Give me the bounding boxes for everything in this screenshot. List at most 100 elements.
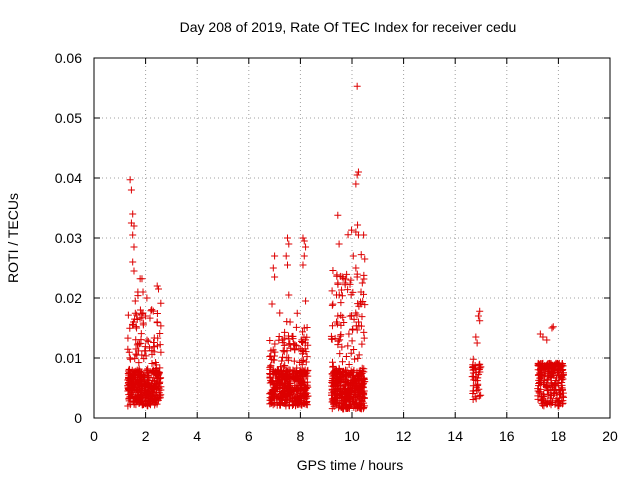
y-tick-label: 0.05 (55, 110, 82, 126)
data-point (287, 344, 295, 352)
data-point (336, 272, 344, 280)
data-point (547, 374, 555, 382)
data-point (350, 315, 358, 323)
chart-title: Day 208 of 2019, Rate Of TEC Index for r… (180, 19, 517, 35)
data-point (282, 374, 290, 382)
data-point (271, 368, 279, 376)
data-point (471, 393, 479, 401)
data-point (346, 370, 354, 378)
data-point-peak (334, 211, 342, 219)
data-point (144, 337, 152, 345)
data-point (344, 286, 352, 294)
data-point (133, 315, 141, 323)
data-point (534, 385, 542, 393)
data-point (358, 340, 366, 348)
data-point (352, 309, 360, 317)
data-point (132, 345, 140, 353)
data-point (286, 387, 294, 395)
data-point-peak (282, 252, 290, 260)
y-tick-label: 0 (74, 410, 82, 426)
data-point-peak (130, 243, 138, 251)
data-point (295, 399, 303, 407)
data-point (150, 334, 158, 342)
data-point (357, 251, 365, 259)
data-point (285, 332, 293, 340)
x-tick-label: 4 (193, 428, 201, 444)
data-point (275, 393, 283, 401)
data-point (144, 379, 152, 387)
data-point (145, 393, 153, 401)
data-point (341, 368, 349, 376)
data-point-peak (268, 300, 276, 308)
data-point (285, 340, 293, 348)
data-point-peak (136, 306, 144, 314)
data-point (144, 402, 152, 410)
data-point (544, 375, 552, 383)
data-point (344, 342, 352, 350)
y-axis-label: ROTI / TECUs (5, 193, 21, 283)
data-point (150, 343, 158, 351)
data-point-peak (549, 323, 557, 331)
data-point-peak (539, 333, 547, 341)
data-point-peak (300, 237, 308, 245)
data-point (534, 366, 542, 374)
data-point (549, 370, 557, 378)
data-point (281, 382, 289, 390)
data-point-peak (354, 168, 362, 176)
data-point (552, 382, 560, 390)
data-point-peak (133, 324, 141, 332)
data-point (279, 339, 287, 347)
data-point-peak (476, 307, 484, 315)
data-point (534, 392, 542, 400)
data-point-peak (352, 264, 360, 272)
data-point (132, 336, 140, 344)
data-point-peak (302, 297, 310, 305)
data-point (303, 353, 311, 361)
data-point (131, 355, 139, 363)
data-point (275, 332, 283, 340)
data-point (132, 401, 140, 409)
data-point (281, 362, 289, 370)
data-point-peak (129, 258, 137, 266)
x-tick-label: 14 (447, 428, 463, 444)
data-point (298, 372, 306, 380)
data-point (290, 367, 298, 375)
data-point (278, 389, 286, 397)
data-point (273, 382, 281, 390)
data-point (545, 359, 553, 367)
axis-ticks (93, 57, 611, 419)
data-point (149, 382, 157, 390)
data-point (281, 328, 289, 336)
data-point (130, 387, 138, 394)
x-tick-label: 2 (142, 428, 150, 444)
data-point (477, 391, 485, 399)
data-point (304, 341, 312, 349)
data-point (278, 357, 286, 365)
data-point (347, 276, 355, 284)
data-point (128, 383, 136, 391)
data-point (553, 368, 561, 376)
data-point (302, 398, 310, 406)
data-point-peak (153, 282, 161, 290)
data-point (295, 345, 303, 353)
data-point (274, 398, 282, 406)
data-point-peak (357, 288, 365, 296)
data-point (283, 386, 291, 394)
data-point-peak (469, 355, 477, 363)
y-tick-label: 0.03 (55, 230, 82, 246)
data-point (334, 376, 342, 384)
data-point-peak (299, 234, 307, 242)
data-point (266, 336, 274, 344)
data-point (293, 384, 301, 392)
data-point (124, 402, 132, 410)
data-point (548, 363, 556, 371)
data-point (356, 404, 364, 412)
data-point (355, 351, 363, 359)
data-point (125, 397, 133, 405)
data-point (285, 354, 293, 362)
data-point (346, 312, 354, 320)
data-point-peak (284, 261, 291, 269)
data-point (348, 398, 356, 406)
data-point (269, 346, 277, 354)
data-point (143, 336, 151, 344)
